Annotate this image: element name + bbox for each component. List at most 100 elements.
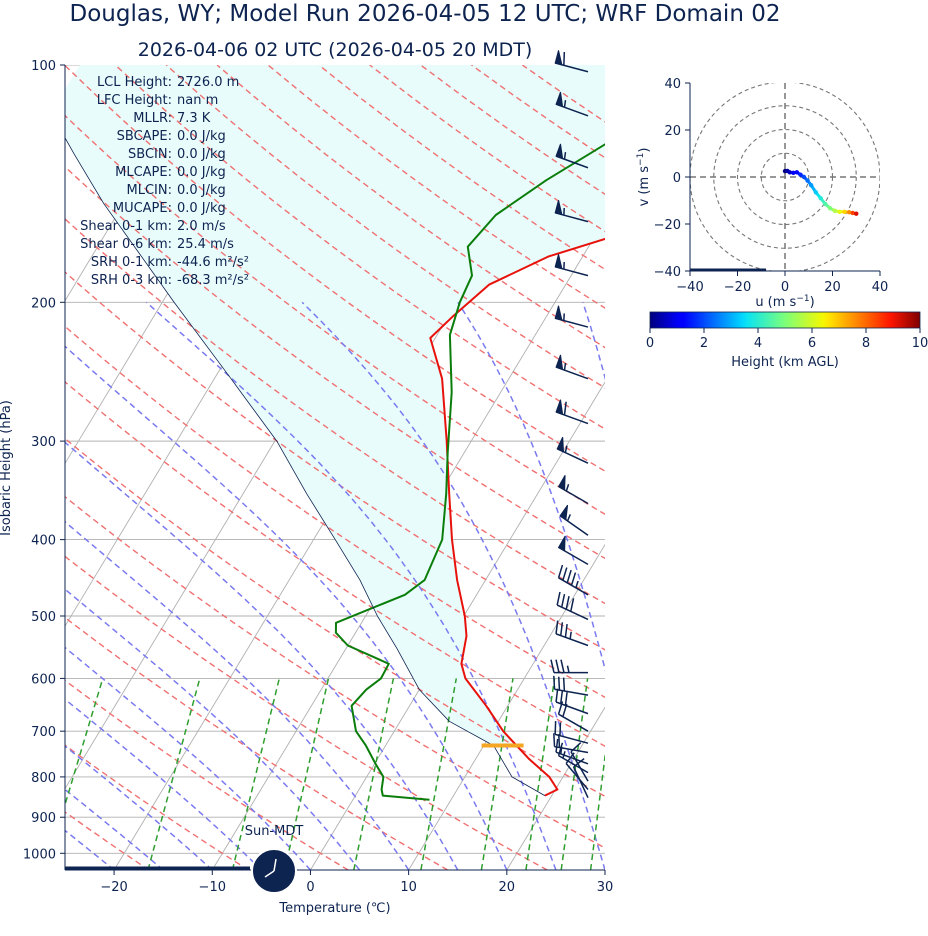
skewt-y-tick-label: 300: [31, 435, 56, 450]
barb-full: [560, 690, 564, 704]
stat-value: 7.3 K: [177, 111, 211, 126]
wind-barb: [555, 91, 589, 117]
hodograph-y-tick-label: 20: [664, 124, 681, 139]
hodograph-point: [850, 210, 855, 216]
mixing-ratio-line: [480, 678, 514, 870]
colorbar-tick-label: 8: [862, 336, 870, 351]
colorbar-tick-label: 0: [646, 336, 654, 351]
wind-barb: [555, 688, 589, 715]
dry-adiabat-line: [65, 555, 548, 870]
barb-half: [563, 100, 567, 108]
wind-barb: [554, 200, 589, 223]
barb-half: [563, 151, 567, 160]
mixing-ratio-line: [589, 750, 605, 870]
hodograph-y-tick-label: −40: [654, 265, 681, 280]
barb-full: [557, 564, 564, 579]
barb-staff: [554, 745, 589, 754]
dry-adiabat-line: [65, 218, 605, 605]
barb-staff: [556, 604, 589, 621]
dry-adiabats: [65, 65, 605, 870]
stat-label: LFC Height:: [97, 93, 172, 108]
mixing-ratio-line: [231, 678, 281, 870]
barb-half: [564, 445, 568, 453]
hodograph-point: [837, 209, 842, 214]
barb-staff: [565, 762, 589, 790]
stat-value: 0.0 J/kg: [177, 165, 226, 180]
hodograph-point: [846, 210, 852, 215]
hodograph-y-tick-label: −20: [654, 218, 681, 233]
barb-flag: [556, 436, 565, 453]
hodograph-point: [787, 170, 792, 175]
dry-adiabat-line: [65, 165, 605, 560]
clock-icon: [251, 848, 297, 894]
hodograph-x-tick-label: 40: [872, 280, 889, 295]
stat-value: 0.0 J/kg: [177, 183, 226, 198]
stat-value: nan m: [177, 93, 218, 108]
moist-adiabat-line: [65, 345, 508, 870]
wind-barb: [555, 354, 589, 380]
hodograph-x-tick-label: 0: [781, 280, 789, 295]
skewt-y-tick-label: 700: [31, 725, 56, 740]
barb-half: [569, 631, 572, 640]
dry-adiabat-line: [65, 65, 605, 472]
moist-adiabat-line: [65, 588, 361, 870]
barb-flag: [555, 91, 564, 108]
wind-barb: [556, 591, 589, 621]
barb-flag: [554, 254, 563, 270]
hodograph-x-tick-label: −20: [724, 280, 751, 295]
colorbar-tick-label: 2: [700, 336, 708, 351]
skewt-y-tick-label: 500: [31, 610, 56, 625]
barb-staff: [555, 751, 589, 765]
wind-barb: [554, 50, 589, 73]
stat-value: -68.3 m²/s²: [177, 273, 249, 288]
skewt-y-tick-label: 900: [31, 811, 56, 826]
wind-barb: [555, 399, 589, 425]
moist-adiabat-line: [301, 301, 605, 870]
dry-adiabat-line: [65, 744, 249, 870]
stat-label: MLLR:: [133, 111, 172, 126]
hodograph-plot-area: [690, 83, 880, 271]
colorbar-tick-label: 10: [912, 336, 928, 351]
hodograph-x-tick-label: −40: [676, 280, 703, 295]
wind-barb: [557, 564, 589, 596]
skewt-plot-area: [65, 65, 605, 870]
dewpoint-line: [334, 143, 605, 801]
colorbar-tick-label: 6: [808, 336, 816, 351]
mixing-ratio-line: [420, 678, 458, 870]
hodograph-point: [823, 201, 828, 207]
skewt-y-tick-label: 200: [31, 296, 56, 311]
barb-flag: [555, 354, 564, 371]
stat-value: 0.0 J/kg: [177, 201, 226, 216]
stat-label: MLCAPE:: [115, 165, 172, 180]
mixing-ratio-line: [283, 678, 330, 870]
hodograph-point: [818, 195, 823, 201]
hodograph-point: [791, 170, 796, 175]
barb-full: [555, 738, 559, 753]
wind-barb: [554, 254, 589, 277]
stats-panel: LCL Height: 2726.0 m LFC Height: nan m MLLR:…: [80, 75, 249, 288]
hodograph-x-axis-label: u (m s−1): [755, 294, 814, 310]
hodograph-ticks: −40 −20 0 20 40 40 20 0 −20 −40: [654, 77, 889, 295]
barb-flag: [557, 535, 566, 552]
wind-barb: [556, 436, 589, 464]
stat-label: SRH 0-3 km:: [91, 273, 172, 288]
barb-flag: [554, 305, 563, 321]
stat-label: SRH 0-1 km:: [91, 255, 172, 270]
skewt-y-tick-label: 600: [31, 672, 56, 687]
barb-full: [570, 598, 575, 612]
skewt-y-axis-label: Isobaric Height (hPa): [0, 400, 14, 536]
wind-barb: [554, 305, 589, 328]
barb-half: [566, 665, 570, 673]
barb-full: [565, 596, 570, 610]
stat-label: Shear 0-1 km:: [80, 219, 172, 234]
barb-full: [555, 688, 559, 703]
skewt-plot: −20 −10 0 10 20 30 10020030040050060070080090…: [0, 50, 613, 916]
hodograph-point: [805, 178, 810, 183]
barb-staff: [558, 577, 589, 596]
mixing-ratio-line: [525, 678, 556, 870]
barb-staff: [554, 688, 589, 696]
barb-half: [565, 483, 570, 492]
figure-title: Douglas, WY; Model Run 2026-04-05 12 UTC…: [70, 1, 781, 27]
hodograph-point: [813, 190, 819, 195]
colorbar-tick-label: 4: [754, 336, 762, 351]
